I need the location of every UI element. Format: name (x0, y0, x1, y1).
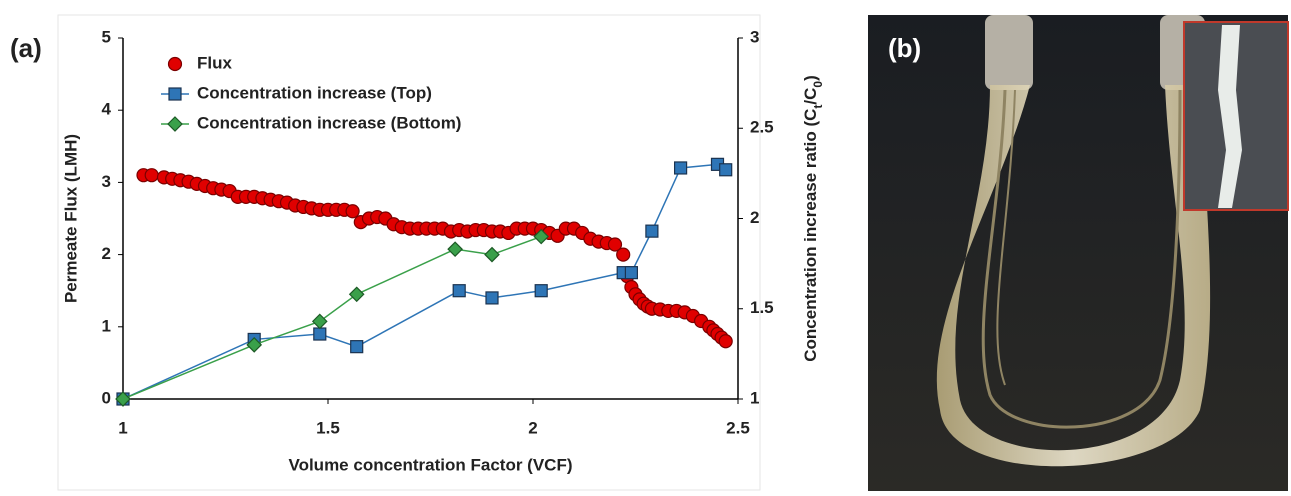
panel-label: (a) (10, 33, 42, 63)
marker (485, 291, 499, 305)
y2-axis-label: Concentration increase ratio (Ct/C0) (801, 75, 825, 362)
marker (345, 204, 360, 219)
legend-marker (167, 56, 183, 72)
marker (348, 286, 365, 303)
x-axis-label: Volume concentration Factor (VCF) (289, 455, 573, 474)
marker (350, 340, 364, 354)
marker (144, 168, 159, 183)
y2-tick-label: 1.5 (750, 298, 774, 317)
marker (533, 228, 550, 245)
y2-tick-label: 3 (750, 27, 759, 46)
y-tick-label: 4 (102, 100, 112, 119)
y2-label-part: Concentration increase ratio (C (801, 109, 820, 362)
y-tick-label: 2 (102, 244, 111, 263)
marker (313, 327, 327, 341)
x-tick-label: 1.5 (316, 418, 340, 437)
marker (673, 161, 688, 175)
fiber (981, 89, 1182, 429)
series-line (122, 235, 542, 400)
marker (719, 163, 733, 177)
marker (246, 337, 263, 353)
legend-label: Concentration increase (Top) (197, 83, 432, 102)
fiber-bundle (936, 85, 1211, 467)
y2-label-part: ) (801, 75, 820, 81)
photo: (b) (868, 15, 1289, 491)
panel-label: (b) (888, 33, 921, 63)
x-tick-label: 1 (118, 418, 127, 437)
y-tick-label: 5 (102, 27, 111, 46)
marker (447, 241, 463, 258)
y-tick-label: 1 (102, 316, 111, 335)
legend-marker (168, 87, 182, 101)
marker (534, 284, 548, 298)
marker (115, 391, 131, 407)
legend-label: Concentration increase (Bottom) (197, 113, 461, 132)
marker (607, 237, 623, 252)
y2-label-part: t (811, 105, 825, 109)
marker (452, 284, 466, 298)
fiber (996, 89, 1016, 386)
marker (718, 334, 733, 349)
marker (616, 247, 631, 262)
legend-label: Flux (197, 53, 232, 72)
marker (311, 313, 328, 330)
y-tick-label: 0 (102, 388, 111, 407)
marker (645, 224, 659, 238)
y2-tick-label: 2.5 (750, 118, 774, 137)
y2-label-part: /C (801, 88, 820, 105)
y2-tick-label: 1 (750, 388, 759, 407)
legend-marker (167, 116, 183, 132)
y2-tick-label: 2 (750, 208, 759, 227)
y2-label-part: 0 (811, 81, 825, 88)
marker (624, 266, 639, 280)
connector (985, 15, 1033, 90)
inset-fiber (1218, 25, 1242, 208)
x-tick-label: 2 (528, 418, 537, 437)
y-tick-label: 3 (102, 172, 111, 191)
marker (484, 246, 500, 263)
x-tick-label: 2.5 (726, 418, 750, 437)
y-axis-label: Permeate Flux (LMH) (61, 134, 80, 303)
panel-frame (57, 14, 761, 491)
